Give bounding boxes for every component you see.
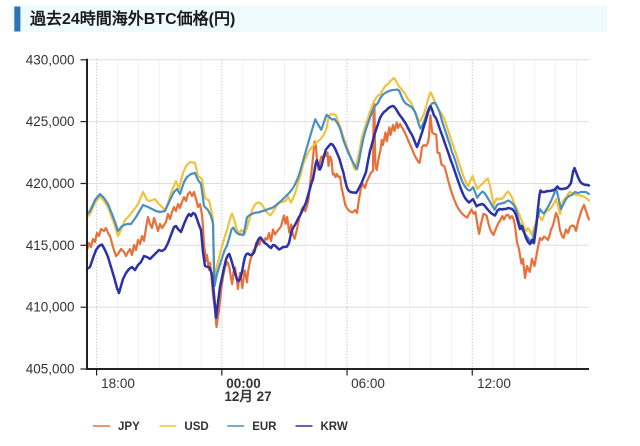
svg-text:KRW: KRW <box>321 421 348 433</box>
svg-text:06:00: 06:00 <box>351 376 385 391</box>
svg-text:EUR: EUR <box>252 421 277 433</box>
svg-text:430,000: 430,000 <box>26 52 75 67</box>
svg-text:過去24時間海外BTC価格(円): 過去24時間海外BTC価格(円) <box>29 9 235 28</box>
svg-text:12月 27: 12月 27 <box>224 389 271 404</box>
svg-text:405,000: 405,000 <box>26 362 75 377</box>
svg-text:415,000: 415,000 <box>26 238 75 253</box>
svg-text:12:00: 12:00 <box>477 376 511 391</box>
svg-text:JPY: JPY <box>118 421 140 433</box>
svg-text:00:00: 00:00 <box>226 376 261 391</box>
svg-text:USD: USD <box>184 421 208 433</box>
svg-text:420,000: 420,000 <box>26 176 75 191</box>
svg-text:18:00: 18:00 <box>101 376 135 391</box>
svg-text:410,000: 410,000 <box>26 300 75 315</box>
svg-text:425,000: 425,000 <box>26 114 75 129</box>
